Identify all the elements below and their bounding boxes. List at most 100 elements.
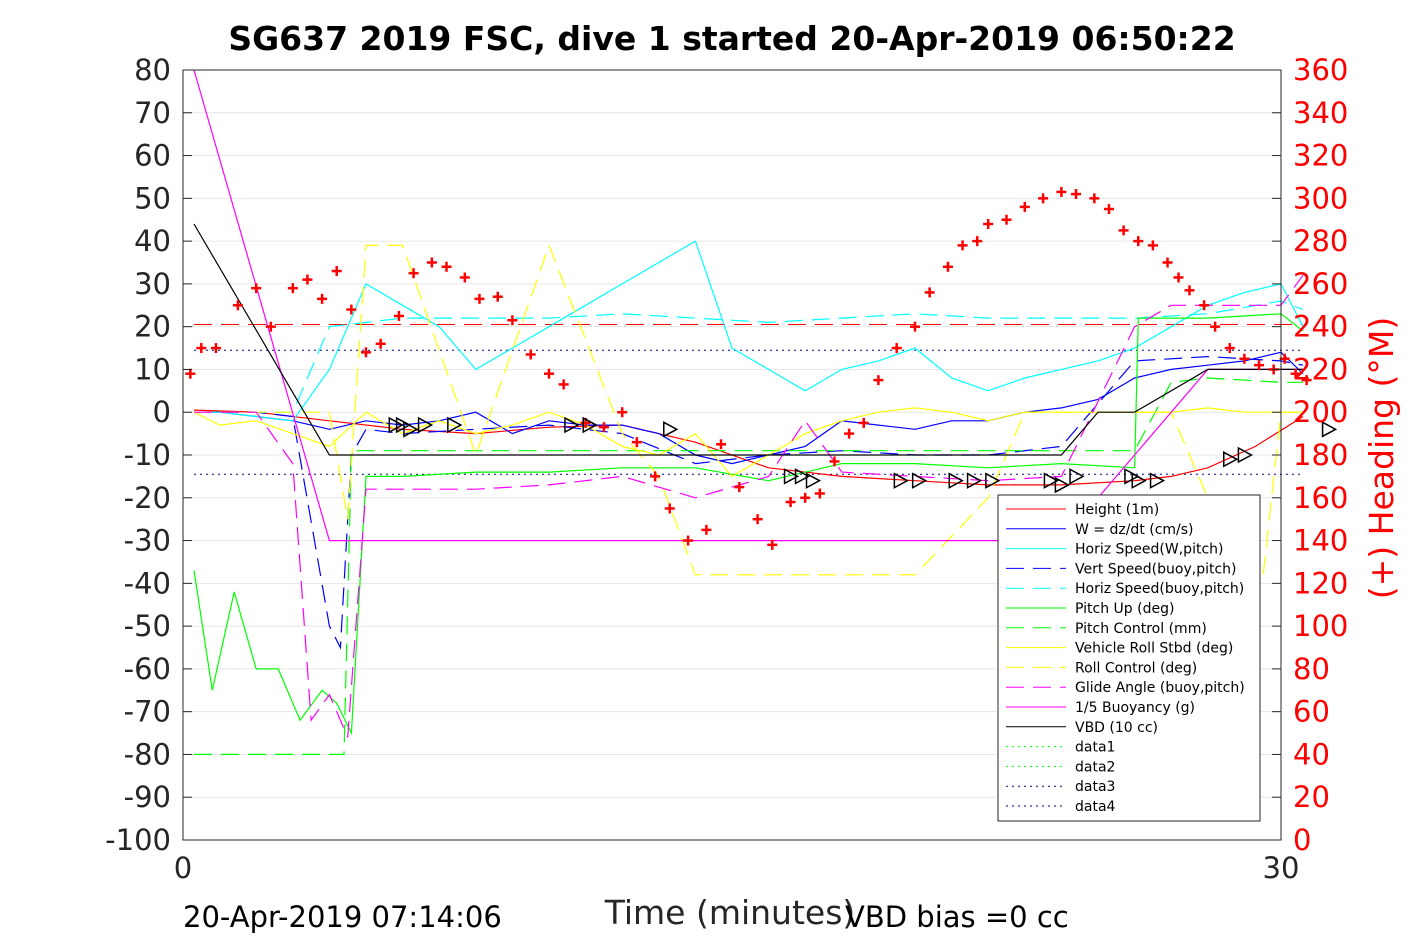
heading-point — [361, 347, 371, 358]
y-tick-label-right: 360 — [1293, 53, 1348, 87]
heading-point — [972, 236, 983, 247]
triangle-marker — [1054, 476, 1070, 494]
chart-title: SG637 2019 FSC, dive 1 started 20-Apr-20… — [228, 19, 1235, 58]
triangle-marker — [783, 468, 800, 485]
y-tick-label-right: 160 — [1293, 481, 1348, 515]
heading-point — [891, 343, 902, 354]
heading-point — [265, 321, 276, 332]
legend: Height (1m) W = dz/dt (cm/s) Horiz Speed(W… — [997, 494, 1261, 822]
heading-point — [1301, 375, 1312, 386]
heading-point — [196, 343, 207, 354]
y-tick-label-left: -90 — [124, 780, 171, 814]
legend-entry: Horiz Speed(buoy,pitch) — [1006, 581, 1244, 597]
y-tick-label-right: 300 — [1293, 181, 1348, 215]
heading-point — [251, 283, 262, 294]
heading-point — [331, 266, 342, 277]
y-tick-label-right: 200 — [1293, 395, 1348, 429]
heading-point — [858, 417, 869, 428]
x-tick-label: 0 — [174, 851, 192, 885]
legend-label: W = dz/dt (cm/s) — [1075, 522, 1194, 538]
footer-timestamp: 20-Apr-2019 07:14:06 — [183, 900, 502, 934]
heading-point — [459, 272, 470, 283]
heading-point — [317, 293, 328, 304]
series-line — [193, 313, 1304, 736]
heading-point — [1199, 300, 1210, 311]
legend-entry: data3 — [1006, 779, 1115, 795]
heading-point — [1173, 272, 1184, 283]
series-line — [193, 409, 1304, 486]
heading-markers — [185, 186, 1312, 550]
heading-point — [185, 368, 196, 379]
triangle-marker — [911, 472, 928, 489]
legend-label: Height (1m) — [1075, 502, 1159, 518]
heading-point — [650, 471, 661, 482]
y-tick-label-right: 0 — [1293, 823, 1311, 857]
y-tick-label-left: -80 — [124, 737, 171, 771]
y-tick-label-right: 320 — [1293, 139, 1348, 173]
heading-point — [1001, 214, 1012, 225]
heading-point — [544, 368, 554, 379]
legend-label: data1 — [1075, 740, 1115, 756]
heading-point — [716, 439, 727, 450]
legend-entry: Roll Control (deg) — [1006, 660, 1197, 676]
y-tick-label-right: 220 — [1293, 352, 1348, 386]
series-line — [194, 377, 1303, 756]
heading-point — [1290, 368, 1301, 379]
heading-point — [752, 514, 763, 525]
y-tick-label-left: 60 — [134, 139, 171, 173]
heading-point — [844, 428, 855, 439]
heading-point — [942, 261, 953, 272]
triangle-marker — [893, 472, 909, 489]
heading-point — [924, 287, 935, 298]
triangle-marker — [403, 421, 419, 438]
heading-point — [957, 240, 968, 251]
heading-point — [683, 535, 694, 546]
y-tick-label-left: -50 — [124, 609, 171, 643]
series-line — [193, 407, 1303, 478]
y-tick-label-left: -100 — [105, 823, 171, 857]
legend-label: VBD (10 cc) — [1075, 720, 1158, 736]
triangle-marker — [564, 416, 580, 434]
heading-point — [525, 349, 536, 360]
triangle-marker — [395, 416, 412, 434]
y-tick-label-right: 80 — [1293, 652, 1330, 686]
triangle-marker — [794, 468, 811, 485]
heading-point — [1071, 189, 1082, 200]
legend-label: data3 — [1075, 779, 1115, 795]
heading-point — [558, 379, 569, 390]
y-tick-label-right: 180 — [1293, 438, 1348, 472]
legend-label: 1/5 Buoyancy (g) — [1075, 700, 1195, 716]
triangle-marker — [948, 472, 964, 489]
series-line — [193, 223, 1303, 456]
y-tick-label-left: 10 — [134, 352, 171, 386]
triangle-marker — [417, 416, 434, 434]
y-axis-label-right: (+) Heading (°M) — [1362, 317, 1401, 599]
y-tick-label-left: 50 — [134, 181, 171, 215]
heading-point — [1118, 225, 1129, 236]
legend-entry: Pitch Up (deg) — [1006, 601, 1174, 617]
legend-label: Roll Control (deg) — [1075, 660, 1197, 676]
heading-point — [664, 503, 675, 514]
heading-point — [393, 310, 404, 321]
heading-point — [232, 300, 243, 311]
y-tick-label-right: 240 — [1293, 310, 1348, 344]
legend-label: Pitch Up (deg) — [1075, 601, 1174, 617]
legend-label: data4 — [1075, 799, 1116, 815]
heading-point — [346, 304, 357, 315]
y-tick-label-left: 70 — [134, 96, 171, 130]
triangle-marker — [1149, 472, 1166, 489]
legend-entry: Pitch Control (mm) — [1006, 621, 1207, 637]
legend-label: Vehicle Roll Stbd (deg) — [1075, 641, 1233, 657]
legend-label: Glide Angle (buoy,pitch) — [1075, 680, 1245, 696]
legend-entry: VBD (10 cc) — [1006, 720, 1158, 736]
triangle-marker — [1321, 421, 1338, 438]
legend-label: Vert Speed(buoy,pitch) — [1075, 561, 1237, 577]
y-tick-label-right: 140 — [1293, 524, 1348, 558]
legend-entry: Horiz Speed(W,pitch) — [1006, 542, 1223, 558]
y-tick-label-left: -10 — [124, 438, 171, 472]
y-tick-label-right: 280 — [1293, 224, 1348, 258]
y-tick-label-left: 20 — [134, 310, 171, 344]
triangle-marker — [1124, 468, 1140, 485]
x-tick-label: 30 — [1263, 851, 1300, 885]
